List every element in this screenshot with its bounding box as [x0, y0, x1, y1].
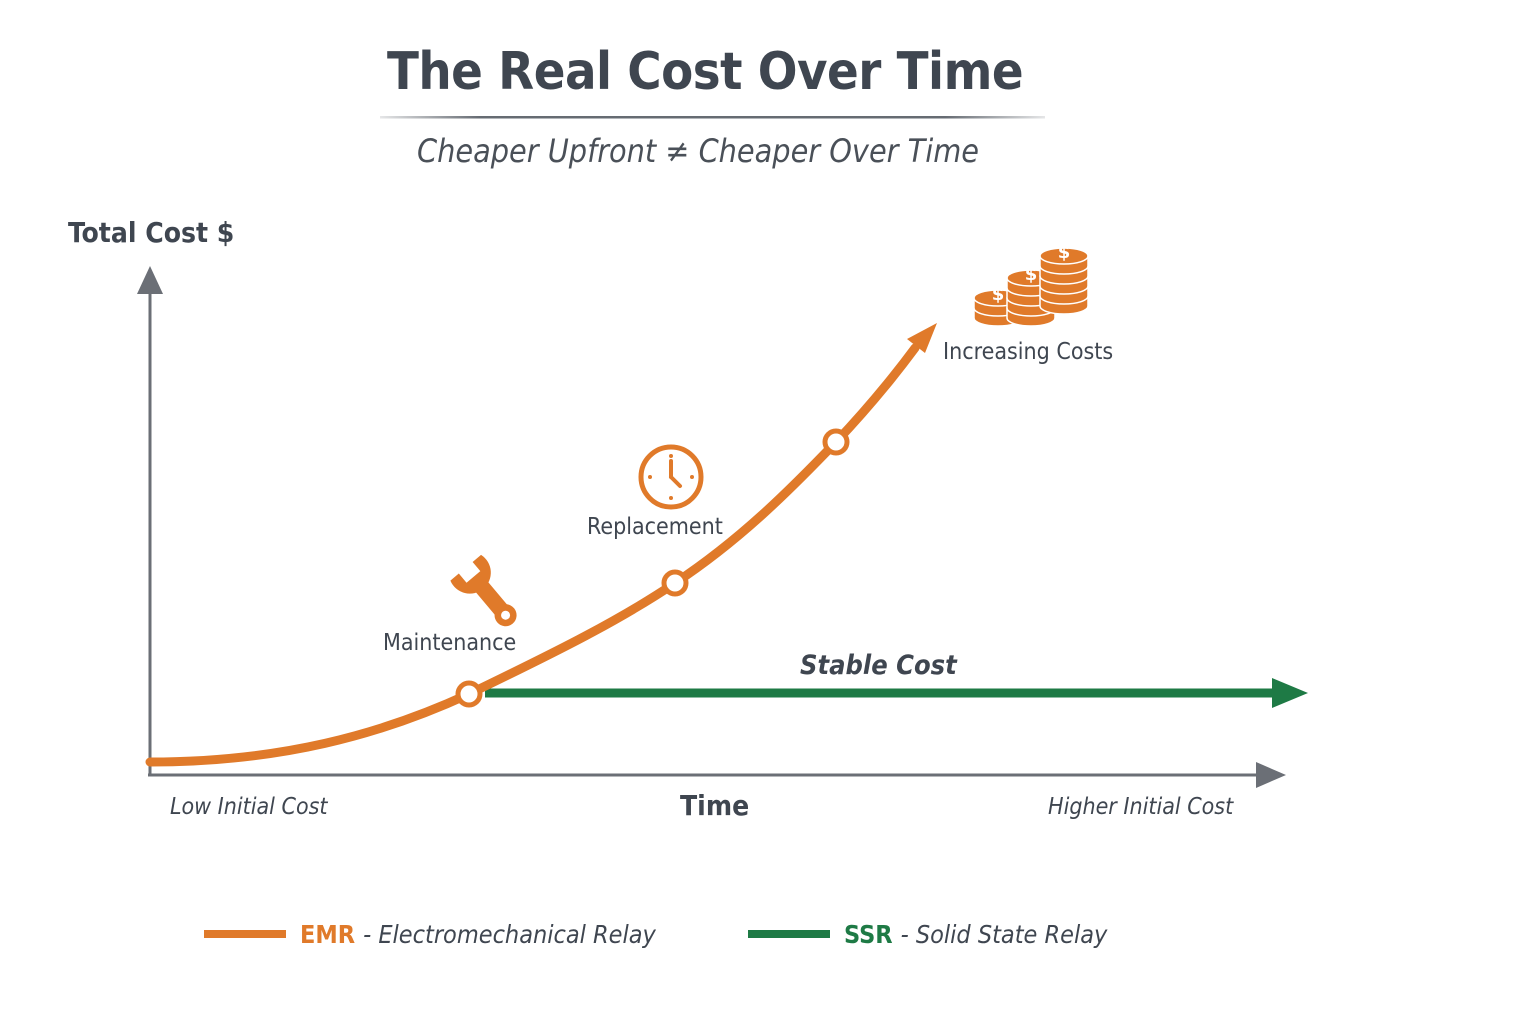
emr-arrowhead	[907, 323, 937, 353]
coin-stacks-icon: $ $ $	[973, 242, 1089, 327]
dollar-symbol: $	[1058, 242, 1071, 263]
x-axis-arrowhead	[1256, 762, 1286, 788]
increasing-costs-label: Increasing Costs	[943, 339, 1114, 365]
legend-item-ssr: SSR - Solid State Relay	[748, 914, 1107, 954]
y-axis	[137, 266, 163, 775]
y-axis-label: Total Cost $	[68, 216, 235, 249]
legend-swatch-ssr	[748, 930, 830, 938]
maintenance-label: Maintenance	[383, 630, 517, 656]
stable-cost-label: Stable Cost	[800, 650, 957, 681]
ssr-arrowhead	[1272, 678, 1308, 708]
legend-item-emr: EMR - Electromechanical Relay	[204, 914, 656, 954]
page-subtitle: Cheaper Upfront ≠ Cheaper Over Time	[417, 132, 979, 170]
clock-icon	[638, 444, 704, 510]
ssr-line	[485, 678, 1308, 708]
x-axis-start-label: Low Initial Cost	[170, 794, 328, 820]
emr-curve-path	[145, 343, 920, 767]
legend-abbr-emr: EMR	[300, 919, 356, 949]
replacement-label: Replacement	[587, 514, 723, 540]
milestone-replacement	[661, 569, 689, 597]
x-axis-end-label: Higher Initial Cost	[1048, 794, 1234, 820]
legend-swatch-emr	[204, 930, 286, 938]
y-axis-arrowhead	[137, 266, 163, 294]
legend-desc-ssr: - Solid State Relay	[900, 919, 1108, 949]
legend-abbr-ssr: SSR	[844, 919, 893, 949]
title-divider	[380, 116, 1045, 119]
page-title: The Real Cost Over Time	[386, 42, 1024, 102]
x-axis	[148, 762, 1286, 788]
emr-curve	[145, 323, 937, 767]
legend-desc-emr: - Electromechanical Relay	[363, 919, 656, 949]
milestone-increasing	[822, 428, 850, 456]
wrench-icon	[450, 554, 517, 627]
dollar-symbol: $	[992, 284, 1005, 305]
coin-stack: $	[1039, 242, 1089, 315]
x-axis-label: Time	[680, 789, 750, 822]
milestone-maintenance	[455, 680, 483, 708]
dollar-symbol: $	[1025, 264, 1038, 285]
